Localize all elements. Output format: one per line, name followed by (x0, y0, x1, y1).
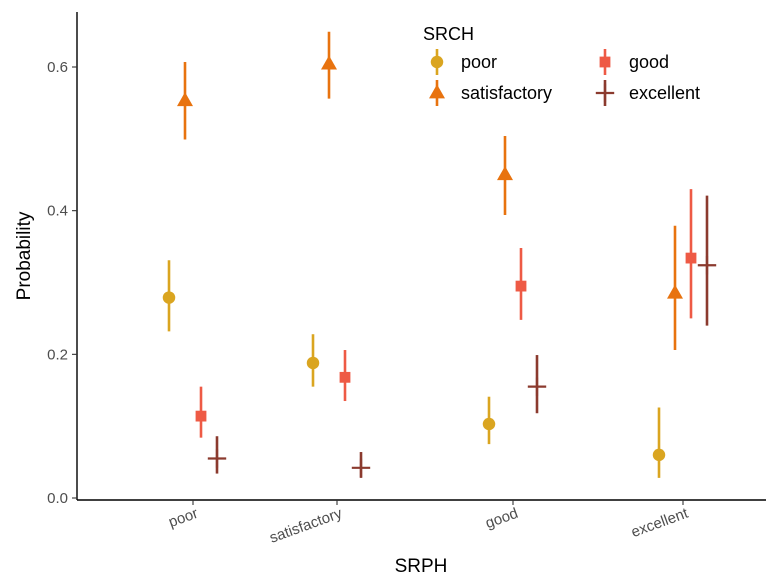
legend-items: poor satisfactory good excellent (429, 49, 700, 106)
legend-label: excellent (629, 83, 700, 103)
y-tick-label: 0.2 (47, 346, 68, 363)
data-point (339, 371, 351, 383)
legend: SRCH poor satisfactory good excellent (423, 24, 700, 106)
data-point (306, 356, 320, 370)
data-point (667, 284, 683, 299)
legend-label: poor (461, 52, 497, 72)
plot-area (162, 31, 717, 478)
data-point (207, 449, 227, 468)
x-tick-label-good: good (483, 505, 520, 532)
y-axis-ticks: 0.0 0.2 0.4 0.6 (47, 59, 77, 507)
x-axis-ticks: poor satisfactory good excellent (166, 500, 691, 547)
y-axis-title: Probability (14, 211, 35, 300)
data-point (527, 377, 547, 396)
data-point (652, 448, 666, 462)
legend-item-poor: poor (430, 49, 497, 75)
legend-key-marker (429, 84, 445, 99)
legend-title: SRCH (423, 24, 474, 44)
series-poor (162, 260, 666, 478)
legend-item-excellent: excellent (595, 80, 700, 106)
legend-item-good: good (599, 49, 669, 75)
x-axis-title: SRPH (395, 556, 448, 577)
legend-item-satisfactory: satisfactory (429, 80, 552, 106)
y-tick-label: 0.6 (47, 59, 68, 76)
series-excellent (207, 195, 717, 478)
legend-label: satisfactory (461, 83, 552, 103)
y-tick-label: 0.0 (47, 490, 68, 507)
data-point (685, 252, 697, 264)
data-point (351, 458, 371, 478)
data-point (497, 166, 513, 181)
data-point (162, 291, 176, 304)
data-point (177, 92, 193, 107)
series-good (195, 189, 697, 438)
series-satisfactory (177, 31, 683, 351)
data-point (697, 256, 717, 275)
legend-key-marker (599, 56, 611, 68)
x-tick-label-poor: poor (166, 505, 200, 531)
data-point (482, 417, 496, 431)
x-tick-label-satisfactory: satisfactory (267, 505, 345, 547)
y-tick-label: 0.4 (47, 203, 68, 220)
x-tick-label-excellent: excellent (629, 504, 691, 541)
data-point (195, 410, 207, 422)
legend-key-marker (430, 55, 444, 69)
data-point (321, 55, 337, 70)
legend-label: good (629, 52, 669, 72)
legend-key-marker (595, 83, 615, 103)
data-point (515, 280, 527, 292)
